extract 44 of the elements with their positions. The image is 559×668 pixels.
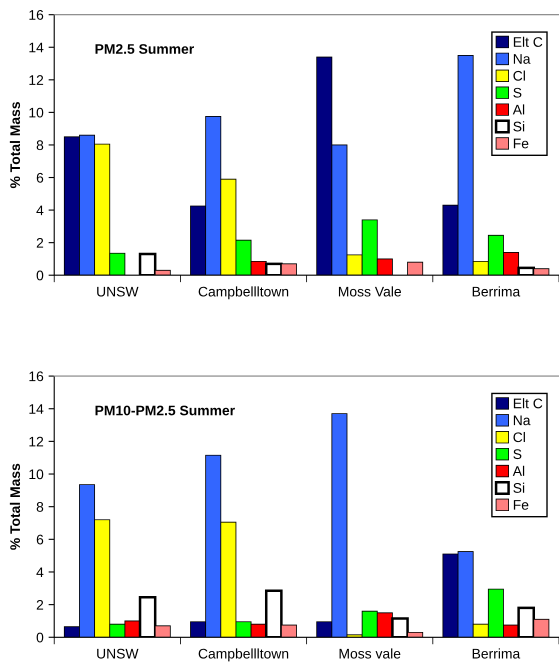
legend-label: Fe (514, 138, 528, 148)
x-tick-label: Moss vale (340, 648, 400, 659)
text: PM10-PM2.5 Summer (96, 406, 235, 416)
y-tick-label: 4 (36, 206, 44, 216)
y-tick-label: 2 (36, 238, 44, 248)
x-tick-label: Campbellltown (198, 286, 288, 300)
y-axis-title: % Total Mass (10, 102, 20, 188)
y-tick-label: 10 (29, 469, 44, 480)
y-tick-label: 6 (36, 172, 44, 183)
y-tick-label: 12 (29, 436, 44, 446)
y-tick-label: 10 (29, 108, 44, 118)
x-tick-label: Berrima (472, 286, 520, 297)
y-tick-label: 14 (29, 42, 44, 52)
y-axis-title: % Total Mass (10, 464, 20, 550)
legend-label: Cl (513, 432, 525, 442)
legend-label: Al (512, 104, 524, 114)
y-tick-label: 2 (36, 600, 44, 610)
y-tick-label: 4 (36, 567, 44, 578)
x-tick-label: Campbellltown (198, 648, 288, 662)
y-tick-label: 6 (36, 534, 44, 544)
legend-label: Cl (513, 70, 525, 81)
legend-label: S (513, 449, 522, 460)
legend-label: Na (514, 54, 530, 64)
x-tick-label: UNSW (97, 286, 138, 297)
legend-label: Elt C (514, 36, 542, 47)
x-tick-label: Moss Vale (338, 286, 401, 297)
legend-label: Si (513, 121, 524, 132)
legend-label: S (513, 88, 522, 98)
y-tick-label: 0 (36, 270, 44, 280)
legend-label: Fe (514, 500, 528, 510)
text: PM2.5 Summer (96, 44, 194, 54)
legend-label: Na (514, 416, 530, 426)
y-tick-label: 16 (29, 10, 44, 20)
y-tick-label: 8 (36, 140, 44, 150)
y-tick-label: 12 (29, 75, 44, 85)
x-tick-label: UNSW (97, 648, 138, 659)
y-tick-label: 14 (29, 404, 44, 414)
y-tick-label: 0 (36, 632, 44, 642)
x-tick-label: Berrima (472, 648, 520, 659)
legend-label: Elt C (514, 398, 542, 408)
y-tick-label: 8 (36, 502, 44, 512)
legend-label: Al (512, 466, 524, 476)
legend-label: Si (513, 482, 524, 493)
y-tick-label: 16 (29, 371, 44, 382)
